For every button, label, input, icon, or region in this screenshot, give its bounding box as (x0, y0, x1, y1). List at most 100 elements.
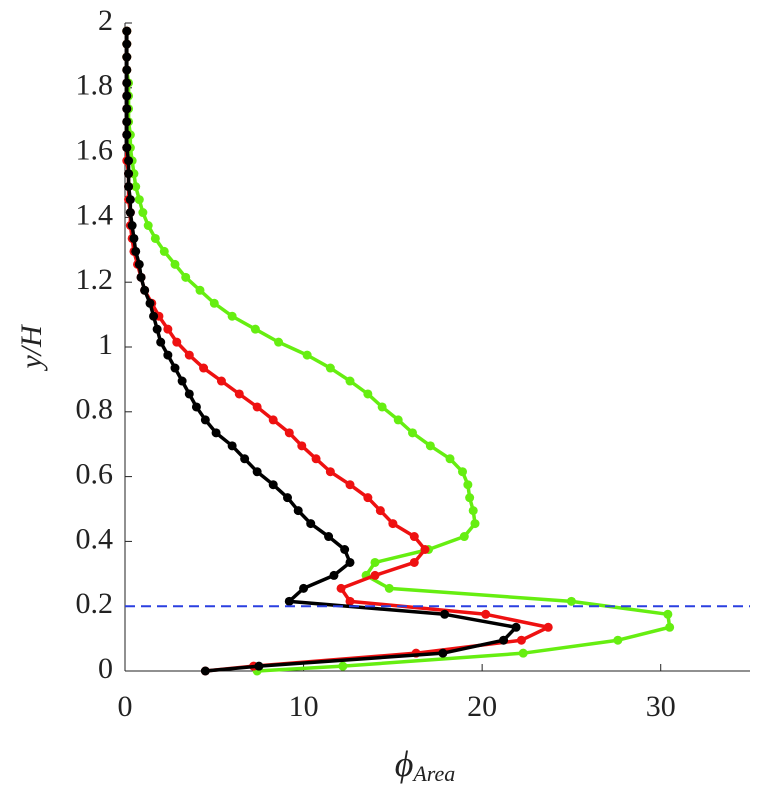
marker (516, 635, 526, 645)
marker (325, 467, 335, 477)
marker (340, 545, 350, 554)
x-tick-label: 10 (289, 690, 319, 723)
series-line (125, 31, 672, 673)
marker (338, 661, 348, 671)
x-tick-label: 30 (646, 690, 676, 723)
x-tick-label: 20 (467, 690, 497, 723)
y-tick-label: 0.6 (76, 457, 114, 490)
marker (384, 583, 394, 593)
marker (240, 454, 250, 464)
marker (200, 415, 210, 425)
y-tick-label: 0.2 (76, 587, 114, 620)
y-tick-label: 0.4 (76, 522, 114, 555)
marker (458, 467, 467, 477)
marker (227, 311, 237, 321)
marker (125, 208, 135, 218)
marker (134, 259, 144, 269)
marker (131, 246, 141, 256)
y-tick-label: 1 (98, 328, 113, 361)
marker (122, 104, 132, 114)
marker (150, 233, 160, 243)
marker (370, 570, 380, 580)
marker (388, 519, 398, 529)
marker (465, 493, 475, 503)
marker (518, 648, 528, 658)
marker (459, 532, 469, 542)
marker (122, 130, 132, 140)
y-tick-label: 1.6 (76, 133, 114, 166)
marker (122, 117, 132, 127)
marker (127, 221, 137, 230)
marker (409, 532, 419, 542)
marker (140, 285, 150, 295)
marker (138, 208, 148, 218)
marker (284, 596, 294, 606)
marker (299, 583, 309, 593)
marker (124, 169, 134, 179)
marker (336, 583, 346, 593)
marker (377, 402, 387, 412)
y-axis-label: y/H (15, 323, 48, 372)
marker (665, 622, 675, 632)
marker (124, 156, 134, 166)
marker (122, 143, 132, 153)
marker (370, 557, 380, 567)
marker (268, 415, 278, 425)
y-tick-label: 1.8 (76, 69, 114, 102)
marker (122, 52, 132, 62)
y-tick-label: 2 (98, 4, 113, 37)
marker (499, 635, 509, 645)
marker (216, 376, 226, 386)
marker (470, 519, 480, 529)
marker (211, 428, 221, 438)
marker (324, 532, 334, 542)
marker (274, 337, 284, 347)
marker (311, 454, 321, 464)
marker (199, 363, 209, 373)
marker (163, 324, 173, 334)
marker (408, 428, 417, 438)
x-axis-label: ϕArea (395, 744, 456, 786)
marker (252, 402, 262, 412)
y-tick-label: 0.8 (76, 393, 114, 426)
marker (543, 622, 553, 632)
marker (131, 182, 141, 192)
marker (283, 493, 292, 503)
marker (227, 441, 237, 451)
marker (268, 480, 278, 490)
marker (177, 376, 187, 386)
marker (438, 648, 448, 658)
y-tick-label: 1.4 (76, 198, 114, 231)
marker (468, 506, 478, 516)
marker (122, 91, 132, 101)
marker (252, 467, 262, 477)
marker (209, 298, 219, 308)
y-tick-label: 1.2 (76, 263, 114, 296)
x-axis-label-subscript: Area (411, 761, 455, 786)
marker (325, 363, 335, 373)
marker (409, 557, 419, 567)
marker (184, 389, 194, 399)
marker (302, 350, 312, 360)
marker (134, 195, 144, 205)
x-axis-label-symbol: ϕ (395, 744, 414, 784)
marker (329, 570, 339, 580)
marker (170, 363, 180, 373)
marker (663, 609, 673, 619)
marker (129, 233, 139, 243)
marker (152, 324, 162, 334)
marker (124, 182, 134, 192)
marker (306, 519, 316, 529)
marker (463, 480, 473, 490)
marker (425, 441, 435, 451)
marker (345, 596, 355, 606)
marker (159, 246, 169, 256)
marker (284, 428, 294, 438)
marker (566, 596, 576, 606)
marker (440, 609, 450, 619)
marker (145, 298, 155, 308)
marker (184, 350, 194, 360)
marker (191, 402, 201, 412)
marker (125, 195, 135, 205)
